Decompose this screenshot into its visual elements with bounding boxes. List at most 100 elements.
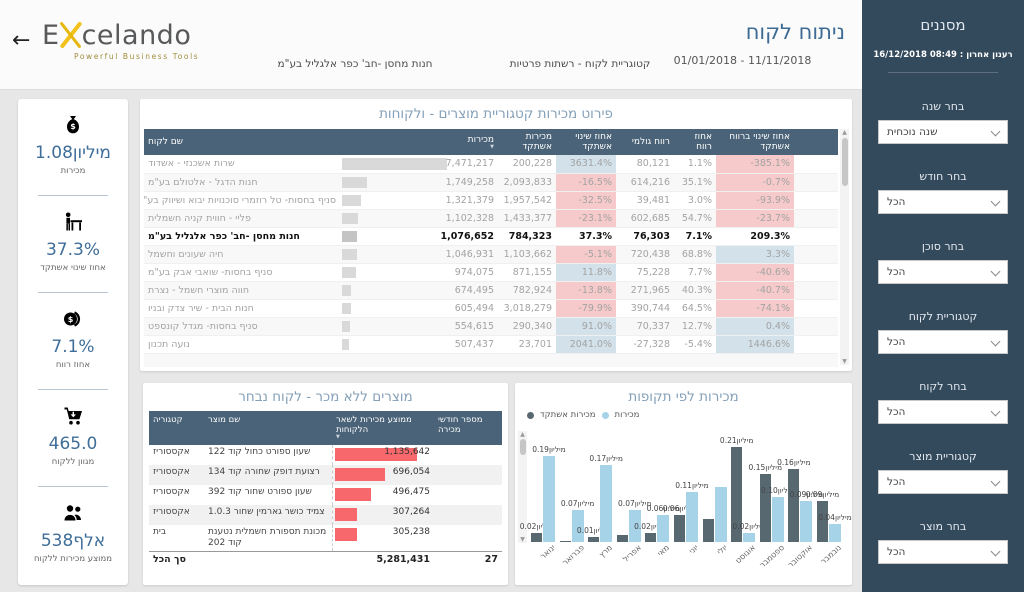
bar-last-year[interactable]: [559, 540, 571, 542]
filter-dropdown[interactable]: הכל: [878, 400, 1008, 424]
bar-current[interactable]: [657, 514, 670, 542]
list-item[interactable]: אקססוריז צמיד כושר גארמין שחור 1.0.3 307,2…: [149, 505, 502, 525]
table-row[interactable]: חיה שעונים וחשמל 1,046,931 1,103,662 -5.1% 7…: [144, 245, 838, 264]
value-cell: 37.3%: [556, 226, 616, 246]
column-header[interactable]: רווח גולמי: [616, 129, 674, 155]
spacer-cell: [794, 209, 838, 228]
table-row[interactable]: סניף בחסות- מגדל קונספט 554,615 290,340 91.…: [144, 317, 838, 336]
column-header[interactable]: אחוז שינוי אשתקד: [556, 129, 616, 155]
column-header[interactable]: אחוז שינוי ברווח אשתקד: [716, 129, 794, 155]
customer-name-cell: פליי - חווית קניה חשמלית: [144, 209, 340, 228]
value-cell: [498, 353, 556, 367]
category-cell: בית: [153, 527, 167, 537]
bar-current[interactable]: [800, 501, 813, 542]
table-row[interactable]: נועה תכנון 507,437 23,701 2041.0% -27,328 -5.…: [144, 335, 838, 354]
filter-dropdown[interactable]: הכל: [878, 540, 1008, 564]
spacer-cell: [794, 335, 838, 354]
legend-dot-current: [601, 411, 609, 419]
bar-current[interactable]: [743, 532, 756, 542]
axis-category-label: ינואר: [538, 543, 558, 562]
filter-dropdown[interactable]: הכל: [878, 470, 1008, 494]
bar-last-year[interactable]: [759, 473, 771, 542]
list-item[interactable]: אקססוריז שעון ספורט שחור קוד 392 496,475: [149, 485, 502, 505]
column-header[interactable]: אחוז רווח: [674, 129, 716, 155]
kpi-3: 465.0 מגוון ללקוח: [18, 404, 128, 467]
axis-category-label: יוני: [687, 543, 701, 556]
bar-last-year[interactable]: [531, 532, 542, 542]
table-row[interactable]: חנות מחסן -חב' כפר אלגליל בע"מ 1,076,652 7…: [144, 226, 838, 246]
spacer-cell: [794, 226, 838, 246]
avg-sales-value: 305,238: [392, 527, 430, 537]
table-row[interactable]: חנות הדגל - אלטולם בע"מ 1,749,258 2,093,83…: [144, 173, 838, 192]
bar-current[interactable]: [714, 487, 727, 542]
bar-last-year[interactable]: [788, 469, 800, 542]
bar-current[interactable]: [628, 510, 641, 542]
bar-last-year[interactable]: [674, 514, 685, 542]
months-cell: [434, 445, 502, 465]
sales-data-bar: [342, 302, 351, 314]
bar-last-year[interactable]: [702, 519, 714, 542]
sales-value-cell: 1,046,931: [340, 245, 498, 264]
bar-last-year[interactable]: [817, 501, 828, 542]
table-row[interactable]: פליי - חווית קניה חשמלית 1,102,328 1,433,3…: [144, 209, 838, 228]
filter-dropdown[interactable]: הכל: [878, 260, 1008, 284]
kpi-label: מכירות: [60, 166, 86, 176]
bar-current[interactable]: [543, 455, 555, 542]
value-cell: 7.1%: [674, 226, 716, 246]
bar-group-פברואר: 0.07מיליון: [559, 428, 594, 542]
sales-value-cell: 1,321,379: [340, 191, 498, 210]
table-row[interactable]: סניף בחסות- טל רוזמרי סוכנויות יבוא ושיו…: [144, 191, 838, 210]
value-cell: 11.8%: [556, 263, 616, 282]
sales-data-bar: [342, 320, 350, 332]
bar-current[interactable]: [686, 492, 698, 542]
filter-label: בחר חודש: [919, 170, 967, 183]
back-arrow-icon[interactable]: ←: [12, 28, 31, 53]
value-cell: -79.9%: [556, 299, 616, 318]
bar-data-label: 0.02מיליון: [732, 521, 766, 531]
category-cell: אקססוריז: [153, 447, 190, 457]
bar-last-year[interactable]: [616, 535, 628, 542]
sales-data-bar: [342, 230, 358, 242]
column-header[interactable]: מכירות ▼: [340, 129, 498, 155]
list-item[interactable]: אקססוריז רצועת דופק שחורה קוד 134 696,054: [149, 465, 502, 485]
bar-current[interactable]: [571, 510, 584, 542]
bar-current[interactable]: [600, 464, 613, 542]
bar-current[interactable]: [829, 523, 841, 542]
column-header[interactable]: ממוצע מכירות לשאר הלקוחות ▼: [332, 411, 434, 445]
kpi-4: 538אלף ממוצע מכירות ללקוח: [18, 501, 128, 564]
filter-dropdown[interactable]: הכל: [878, 190, 1008, 214]
spacer-cell: [794, 317, 838, 336]
column-header[interactable]: שם לקוח: [144, 129, 340, 155]
kpi-value: 538אלף: [40, 531, 106, 551]
filters-sidebar: מסננים רענון אחרון : 08:49 16/12/2018 בח…: [862, 0, 1024, 592]
logo-tagline: Powerful Business Tools: [74, 52, 200, 61]
filter-dropdown[interactable]: הכל: [878, 330, 1008, 354]
value-cell: -27,328: [616, 335, 674, 354]
sales-value: 554,615: [454, 320, 494, 332]
bar-last-year[interactable]: [645, 532, 657, 542]
table-row[interactable]: חווה מוצרי חשמל - נצרת 674,495 782,924 -13.…: [144, 281, 838, 300]
sales-table-scrollbar[interactable]: ▲ ▼: [840, 129, 849, 365]
bar-last-year[interactable]: [588, 537, 600, 542]
table-row[interactable]: חנות הבית - שיר צדק ובניו 605,494 3,018,27…: [144, 299, 838, 318]
bar-last-year[interactable]: [731, 446, 743, 542]
column-header[interactable]: קטגוריה: [149, 411, 204, 445]
spacer-cell: [794, 281, 838, 300]
table-row[interactable]: שרות אשכנזי - אשדוד 7,471,217 200,228 3631.…: [144, 155, 838, 174]
bar-data-label: 0.04מיליון: [818, 512, 852, 522]
column-header[interactable]: מספר חודשי מכירה: [434, 411, 502, 445]
table-row[interactable]: סניף בחסות- שואבי אבק בע"מ 974,075 871,155…: [144, 263, 838, 282]
column-header[interactable]: שם מוצר: [204, 411, 332, 445]
filter-dropdown[interactable]: שנה נוכחית: [878, 120, 1008, 144]
chart-legend: מכירות אשתקד מכירות: [527, 410, 639, 420]
sales-value: 507,437: [454, 338, 494, 350]
column-header[interactable]: מכירות אשתקד: [498, 129, 556, 155]
value-cell: 70,337: [616, 317, 674, 336]
bar-current[interactable]: [771, 496, 784, 542]
value-cell: [794, 353, 838, 367]
chart-scrollbar[interactable]: ▲ ▼: [518, 431, 527, 543]
list-item[interactable]: בית מכונת תספורת חשמלית נטענת קוד 202 305,2…: [149, 525, 502, 552]
list-item[interactable]: אקססוריז שעון ספורט כחול קוד 122 1,135,642: [149, 445, 502, 465]
customer-name-cell: סניף בחסות- שואבי אבק בע"מ: [144, 263, 340, 282]
avg-sales-cell: 305,238: [331, 525, 434, 552]
